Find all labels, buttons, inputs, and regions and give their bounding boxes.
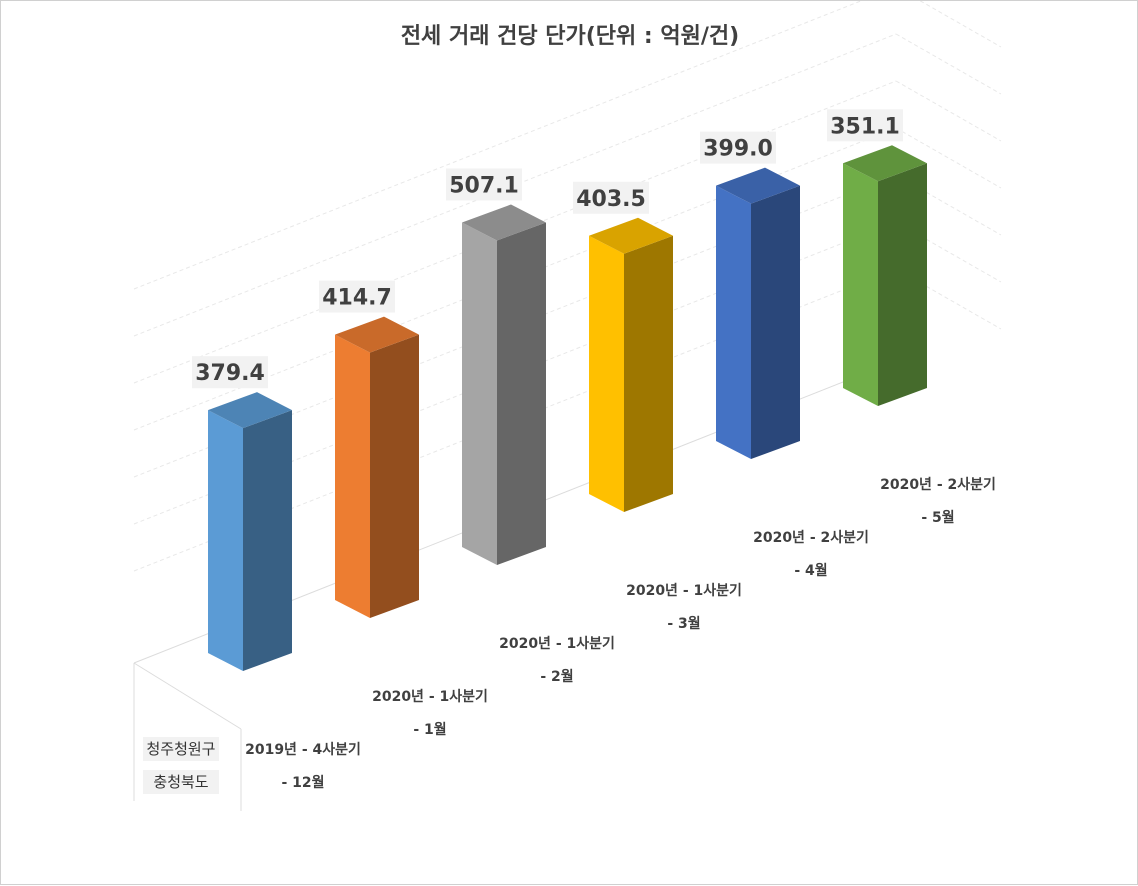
bar-side-face	[370, 334, 419, 618]
data-label-bg	[446, 168, 522, 201]
gridline	[895, 127, 1002, 189]
data-label-text: 351.1	[830, 114, 900, 139]
x-tick-label: 2020년 - 1사분기	[626, 583, 742, 599]
bar-side-face	[624, 235, 673, 512]
x-tick-label: - 4월	[794, 562, 827, 579]
region-label: 청주청원구	[146, 740, 215, 758]
data-label-bg	[192, 356, 268, 389]
bar-front-face	[589, 235, 624, 512]
bar-side-face	[497, 222, 546, 565]
bar-top-face	[335, 316, 419, 353]
bar	[589, 217, 673, 512]
bar	[335, 316, 419, 618]
x-tick-label: - 5월	[921, 509, 954, 526]
data-label: 414.7	[319, 280, 395, 313]
x-tick-label: 2019년 - 4사분기	[245, 742, 361, 758]
bar-front-face	[335, 334, 370, 618]
gridline	[895, 221, 1002, 283]
data-label-bg	[573, 181, 649, 214]
bar	[462, 204, 546, 565]
bar-top-face	[462, 204, 546, 241]
bars	[208, 145, 927, 671]
x-tick-labels: 2019년 - 4사분기 - 12월 2020년 - 1사분기 - 1월 2020년 -…	[245, 477, 996, 791]
bar-top-face	[589, 217, 673, 254]
bar-front-face	[716, 185, 751, 459]
data-label: 379.4	[192, 356, 268, 389]
bar	[208, 392, 292, 671]
x-tick-label: - 2월	[540, 668, 573, 685]
bar-top-face	[843, 145, 927, 182]
region-label-bg	[143, 737, 219, 761]
gridline	[895, 80, 1002, 142]
region-label: 충청북도	[153, 773, 208, 791]
bar-top-face	[716, 167, 800, 204]
bar-front-face	[843, 163, 878, 406]
data-label-text: 399.0	[703, 137, 773, 162]
bar-side-face	[751, 185, 800, 459]
gridline	[919, 1, 1002, 48]
gridline	[895, 174, 1002, 236]
gridline	[895, 268, 1002, 330]
floor-side-line	[133, 662, 242, 730]
x-tick-label: 2020년 - 1사분기	[499, 636, 615, 652]
region-label-bg	[143, 770, 219, 794]
bar-top-face	[208, 392, 292, 429]
data-label-bg	[319, 280, 395, 313]
bar	[716, 167, 800, 459]
bar	[843, 145, 927, 406]
gridline	[895, 33, 1002, 95]
x-tick-label: 2020년 - 1사분기	[372, 689, 488, 705]
data-label-text: 379.4	[195, 361, 265, 386]
data-label: 507.1	[446, 168, 522, 201]
x-tick-label: 2020년 - 2사분기	[753, 530, 869, 546]
data-label-text: 403.5	[576, 187, 646, 212]
data-label: 351.1	[827, 109, 903, 142]
bar-side-face	[243, 410, 292, 671]
chart-title: 전세 거래 건당 단가(단위 : 억원/건)	[401, 24, 739, 49]
bar-front-face	[462, 222, 497, 565]
bar-front-face	[208, 410, 243, 671]
x-tick-label: - 12월	[281, 774, 324, 791]
data-label-text: 507.1	[449, 173, 519, 198]
data-label: 403.5	[573, 181, 649, 214]
data-label: 399.0	[700, 131, 776, 164]
data-label-text: 414.7	[322, 286, 392, 311]
data-labels: 379.4 414.7 507.1 403.5 399.0 351.1	[192, 109, 903, 389]
bar-side-face	[878, 163, 927, 406]
gridline	[133, 1, 863, 290]
data-label-bg	[827, 109, 903, 142]
x-tick-label: 2020년 - 2사분기	[880, 477, 996, 493]
x-tick-label: - 1월	[413, 721, 446, 738]
data-label-bg	[700, 131, 776, 164]
x-tick-label: - 3월	[667, 615, 700, 632]
